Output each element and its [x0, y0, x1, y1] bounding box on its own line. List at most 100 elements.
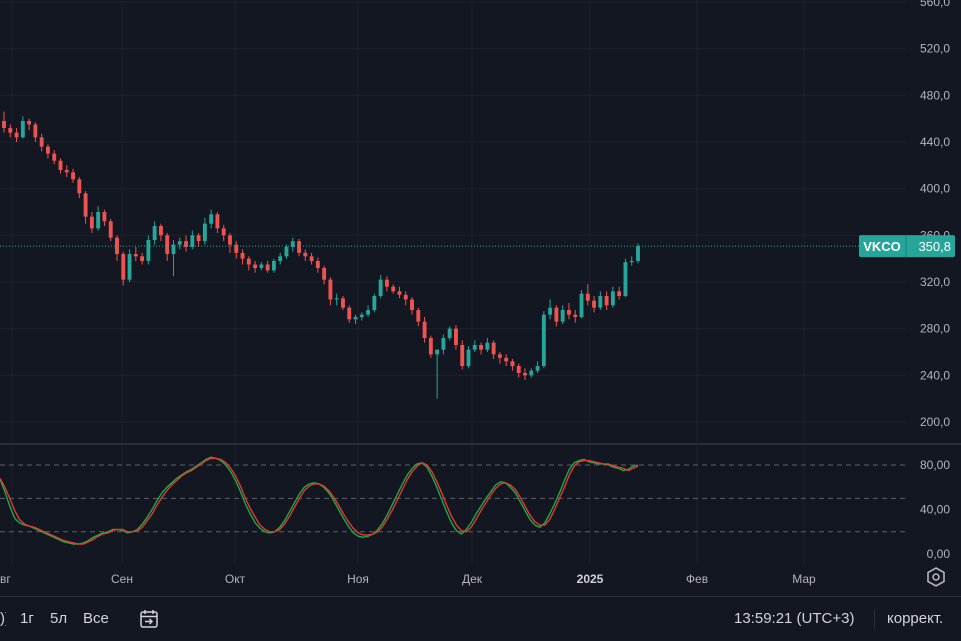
- chart-canvas[interactable]: 560,0520,0480,0440,0400,0360,0320,0280,0…: [0, 0, 961, 596]
- last-price-label: 350,8: [918, 239, 951, 254]
- candle-body: [228, 235, 232, 245]
- candle-body: [523, 373, 527, 376]
- candle-body: [592, 300, 597, 308]
- time-axis-label: Фев: [686, 572, 708, 586]
- candle-body: [454, 328, 458, 345]
- candle-body: [604, 296, 609, 306]
- candle-body: [278, 256, 283, 261]
- candle-body: [58, 160, 63, 170]
- candle-body: [629, 261, 634, 263]
- price-axis-label: 200,0: [920, 415, 950, 429]
- bottom-toolbar: )) 1г 5л Все 13:59:21 (UTC+3) коррект.: [0, 596, 961, 641]
- range-cut-button[interactable]: )): [0, 610, 6, 627]
- time-axis-label: вг: [0, 572, 11, 586]
- candle-body: [133, 254, 138, 257]
- candle-body: [52, 153, 57, 161]
- candle-body: [541, 314, 546, 366]
- time-axis-label: Сен: [111, 572, 133, 586]
- candle-body: [334, 298, 339, 300]
- candle-body: [372, 296, 377, 310]
- price-axis-label: 440,0: [920, 135, 950, 149]
- candle-body: [598, 296, 603, 308]
- price-axis-label: 400,0: [920, 182, 950, 196]
- adjustment-toggle[interactable]: коррект.: [887, 610, 944, 627]
- candle-body: [403, 294, 408, 300]
- candle-body: [366, 310, 371, 315]
- price-axis-label: 240,0: [920, 368, 950, 382]
- candle-body: [460, 345, 465, 366]
- candle-body: [610, 291, 615, 306]
- candle-body: [303, 252, 308, 257]
- settings-icon[interactable]: [925, 566, 947, 588]
- candle-body: [529, 370, 534, 376]
- candle-body: [184, 241, 188, 247]
- candle-body: [240, 252, 245, 259]
- price-axis-label: 320,0: [920, 275, 950, 289]
- candle-body: [328, 279, 333, 300]
- candle-body: [341, 298, 345, 308]
- candle-body: [215, 214, 220, 229]
- candle-body: [485, 342, 490, 350]
- candle-body: [573, 314, 578, 317]
- price-badge: [859, 235, 955, 258]
- oscillator-axis-label: 0,00: [927, 547, 951, 561]
- candle-body: [497, 354, 502, 358]
- candle-body: [115, 237, 119, 254]
- divider: [874, 609, 875, 629]
- price-axis-label: 480,0: [920, 88, 950, 102]
- candle-body: [146, 240, 151, 261]
- candle-body: [177, 241, 182, 245]
- time-axis-label: Мар: [792, 572, 816, 586]
- candle-body: [102, 212, 107, 222]
- candle-body: [472, 345, 477, 350]
- candle-body: [491, 342, 496, 355]
- candle-body: [359, 314, 364, 317]
- time-axis-label: Окт: [225, 572, 246, 586]
- candle-body: [246, 258, 251, 265]
- clock-label[interactable]: 13:59:21 (UTC+3): [734, 610, 855, 627]
- candle-body: [428, 338, 433, 355]
- calendar-goto-icon[interactable]: [138, 608, 160, 630]
- candle-body: [416, 310, 421, 322]
- candle-body: [290, 241, 295, 247]
- candle-body: [435, 349, 440, 355]
- candle-body: [510, 361, 515, 366]
- candle-body: [14, 132, 19, 138]
- candle-body: [636, 246, 640, 261]
- candle-body: [322, 268, 327, 280]
- candle-body: [297, 241, 301, 253]
- candle-body: [623, 262, 628, 296]
- candle-body: [127, 254, 132, 280]
- candle-body: [391, 286, 396, 292]
- candle-body: [165, 235, 170, 254]
- candle-body: [45, 146, 50, 154]
- candle-body: [353, 317, 358, 320]
- time-axis-label: Ноя: [347, 572, 369, 586]
- candle-body: [2, 121, 6, 128]
- time-axis-label: Дек: [462, 572, 483, 586]
- candle-body: [234, 244, 239, 253]
- candle-body: [33, 124, 38, 138]
- candle-body: [585, 293, 590, 301]
- candle-body: [309, 256, 314, 261]
- range-5y-button[interactable]: 5л: [50, 610, 68, 627]
- oscillator-axis-label: 40,00: [920, 503, 950, 517]
- oscillator-axis-label: 80,00: [920, 458, 950, 472]
- range-all-button[interactable]: Все: [83, 610, 109, 627]
- candle-body: [71, 172, 75, 180]
- candle-body: [410, 299, 414, 310]
- time-axis-label: 2025: [577, 572, 604, 586]
- candle-body: [554, 307, 559, 322]
- candle-body: [171, 244, 176, 254]
- candle-body: [140, 256, 145, 261]
- candle-body: [579, 293, 584, 317]
- candle-body: [384, 279, 389, 287]
- candle-body: [271, 261, 276, 271]
- candle-body: [347, 307, 352, 320]
- price-axis-label: 560,0: [920, 0, 950, 9]
- candle-body: [548, 307, 553, 315]
- candle-body: [504, 357, 509, 362]
- price-axis-label: 280,0: [920, 322, 950, 336]
- candle-body: [20, 121, 25, 138]
- range-1y-button[interactable]: 1г: [20, 610, 34, 627]
